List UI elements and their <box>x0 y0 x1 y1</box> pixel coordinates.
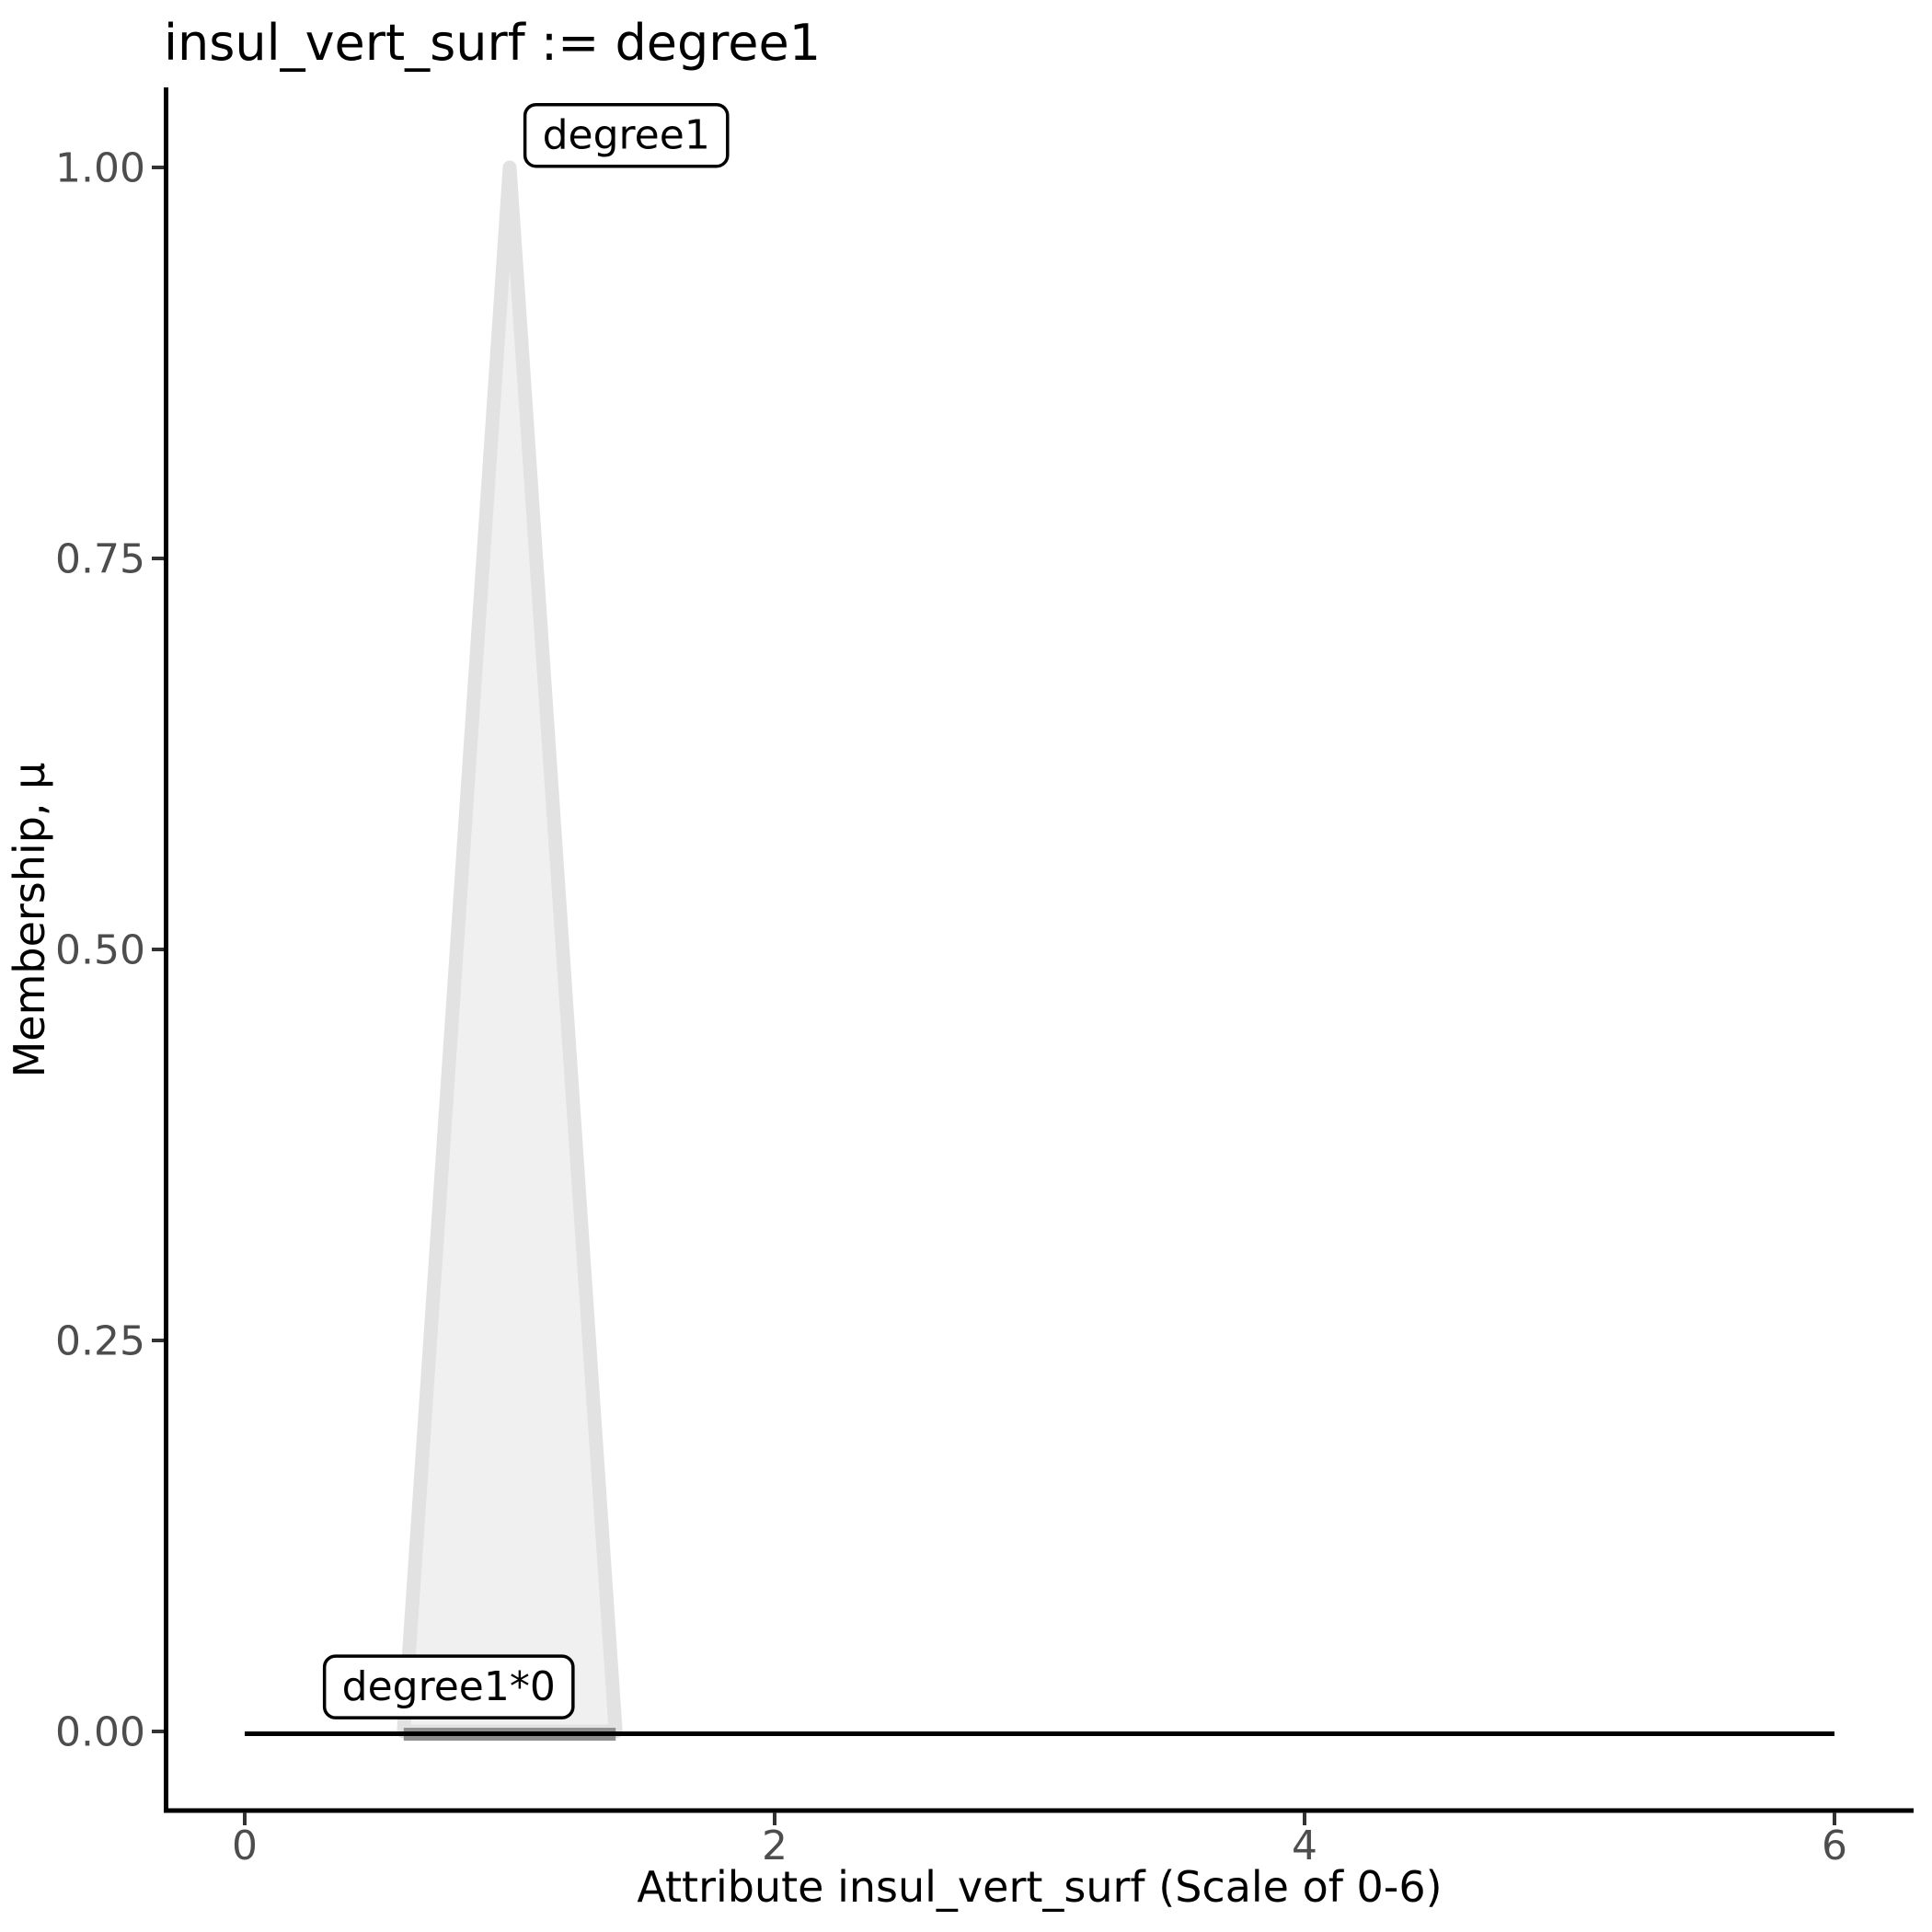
annotation-label-degree1: degree1 <box>523 102 730 168</box>
membership-triangle-degree1 <box>397 160 623 1739</box>
annotation-label-degree1-0: degree1*0 <box>322 1654 575 1719</box>
annotation-box <box>523 102 730 168</box>
annotation-text: degree1 <box>543 112 710 159</box>
x-tick-label: 4 <box>1292 1823 1317 1869</box>
y-tick-label: 0.75 <box>55 535 145 582</box>
y-axis-ticks: 1.00 0.75 0.50 0.25 0.00 <box>55 144 164 1755</box>
x-axis-ticks: 0 2 4 6 <box>232 1812 1847 1869</box>
y-axis-label: Membership, μ <box>5 763 54 1078</box>
x-axis-label: Attribute insul_vert_surf (Scale of 0-6) <box>637 1862 1442 1912</box>
y-tick-label: 0.50 <box>55 926 145 973</box>
annotation-labels: degree1 degree1*0 <box>322 102 730 1719</box>
annotation-box <box>322 1654 575 1719</box>
x-tick-label: 2 <box>762 1823 788 1869</box>
x-tick-label: 0 <box>232 1823 258 1869</box>
annotation-text: degree1*0 <box>342 1663 556 1710</box>
y-tick-label: 0.00 <box>55 1708 145 1755</box>
x-tick-label: 6 <box>1822 1823 1847 1869</box>
plot-title: insul_vert_surf := degree1 <box>164 14 821 72</box>
y-tick-label: 0.25 <box>55 1317 145 1364</box>
y-tick-label: 1.00 <box>55 144 145 191</box>
